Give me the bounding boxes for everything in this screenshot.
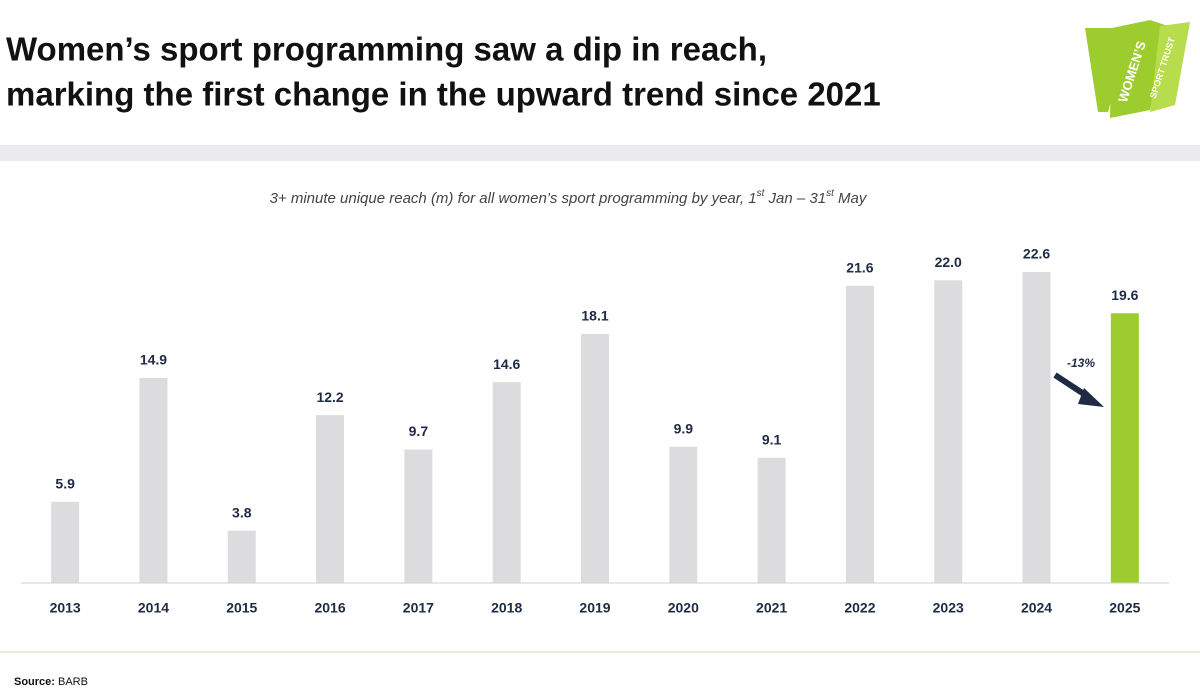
x-tick-label: 2025 (1109, 600, 1140, 616)
bar (1022, 272, 1051, 583)
bar (227, 530, 256, 583)
value-label: 22.6 (1023, 246, 1050, 262)
subtitle: 3+ minute unique reach (m) for all women… (270, 188, 868, 207)
x-tick-label: 2013 (50, 600, 81, 616)
bar (404, 449, 433, 583)
logo-shape (1150, 22, 1190, 112)
value-label: 14.9 (140, 352, 167, 368)
x-tick-label: 2024 (1021, 600, 1052, 616)
value-label: 22.0 (935, 254, 962, 270)
subtitle-sup: st (826, 188, 835, 199)
bar (316, 415, 345, 583)
x-tick-label: 2020 (668, 600, 699, 616)
value-label: 18.1 (581, 308, 608, 324)
source: BARB (58, 676, 88, 688)
value-label: 12.2 (316, 389, 343, 405)
logo: WOMEN’S SPORT TRUST (1085, 20, 1190, 118)
x-tick-label: 2019 (579, 600, 610, 616)
value-label: 3.8 (232, 504, 252, 520)
bar (934, 280, 963, 583)
x-tick-label: 2015 (226, 600, 257, 616)
x-tick-label: 2022 (844, 600, 875, 616)
value-label: 9.1 (762, 431, 782, 447)
value-label: 9.9 (674, 420, 694, 436)
source-label: Source: (14, 676, 55, 688)
divider-band (0, 145, 1200, 161)
title-line: marking the first change in the upward t… (6, 76, 881, 113)
x-tick-label: 2016 (314, 600, 345, 616)
annotation: -13% (1067, 356, 1095, 370)
bar (669, 446, 698, 583)
bar (757, 457, 786, 583)
x-tick-label: 2017 (403, 600, 434, 616)
bar (581, 333, 609, 583)
x-tick-label: 2021 (756, 600, 787, 616)
value-label: 19.6 (1111, 287, 1138, 303)
bar (139, 377, 168, 583)
bar (51, 501, 80, 583)
value-label: 14.6 (493, 356, 520, 372)
bar (492, 382, 521, 583)
annotation-arrowhead (1078, 388, 1104, 407)
value-label: 21.6 (846, 259, 873, 275)
subtitle-part: Jan – 31 (764, 190, 826, 207)
value-label: 9.7 (409, 423, 429, 439)
x-tick-label: 2023 (933, 600, 964, 616)
bar (845, 285, 874, 583)
subtitle-part: 3+ minute unique reach (m) for all women… (270, 190, 757, 207)
title-line: Women’s sport programming saw a dip in r… (6, 31, 767, 68)
x-tick-label: 2014 (138, 600, 169, 616)
bar (1110, 313, 1139, 583)
x-tick-label: 2018 (491, 600, 522, 616)
value-label: 5.9 (55, 476, 75, 492)
subtitle-sup: st (757, 188, 766, 199)
subtitle-part: May (834, 190, 868, 207)
